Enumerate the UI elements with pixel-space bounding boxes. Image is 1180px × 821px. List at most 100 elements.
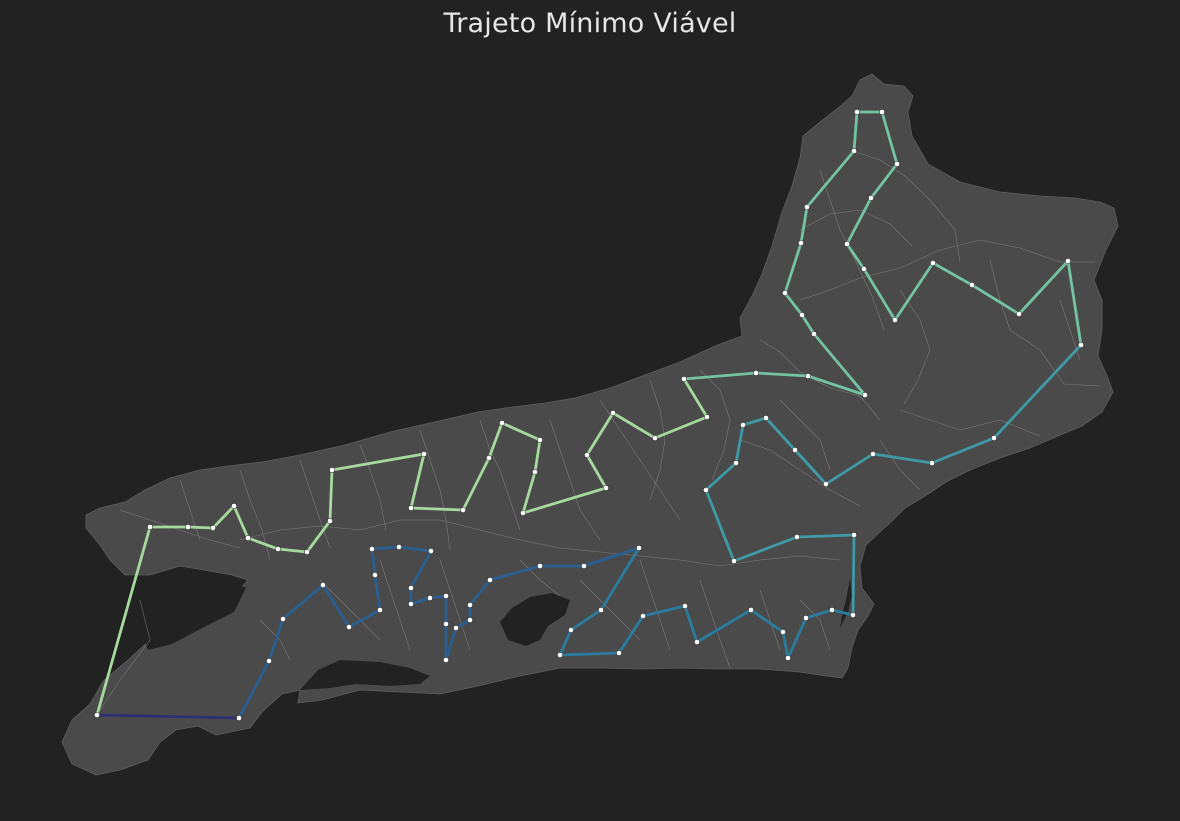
route-stop — [329, 467, 335, 473]
route-stop — [798, 240, 804, 246]
sepetiba-bay — [300, 660, 430, 690]
route-stop — [740, 422, 746, 428]
route-stop — [823, 481, 829, 487]
route-stop — [636, 545, 642, 551]
route-stop — [210, 525, 216, 531]
route-stop — [369, 546, 375, 552]
route-stop — [804, 204, 810, 210]
route-stop — [231, 503, 237, 509]
route-stop — [868, 195, 874, 201]
route-stop — [803, 615, 809, 621]
route-stop — [421, 451, 427, 457]
guanabara-bay — [500, 593, 570, 646]
route-stop — [537, 437, 543, 443]
route-stop — [733, 460, 739, 466]
route-stop — [320, 582, 326, 588]
route-stop — [785, 655, 791, 661]
route-stop — [396, 544, 402, 550]
route-stop — [1016, 311, 1022, 317]
route-stop — [929, 460, 935, 466]
route-segment-3 — [704, 343, 1083, 617]
route-stop — [879, 109, 885, 115]
route-stop — [275, 546, 281, 552]
route-stop — [844, 241, 850, 247]
route-stop — [805, 373, 811, 379]
route-stop — [467, 602, 473, 608]
route-stops — [94, 109, 1084, 721]
route-stop — [782, 290, 788, 296]
route-stop — [460, 507, 466, 513]
route-stop — [185, 524, 191, 530]
route-stop — [428, 548, 434, 554]
route-stop — [703, 487, 709, 493]
map-title: Trajeto Mínimo Viável — [443, 8, 737, 39]
route-stop — [372, 572, 378, 578]
route-stop — [443, 657, 449, 663]
route-stop — [443, 593, 449, 599]
route-stop — [147, 524, 153, 530]
route-stop — [598, 607, 604, 613]
route-stop — [453, 625, 459, 631]
route-stop — [327, 518, 333, 524]
route-stop — [753, 370, 759, 376]
route-stop — [487, 577, 493, 583]
route-stop — [427, 595, 433, 601]
route-stop — [520, 510, 526, 516]
route-stop — [408, 601, 414, 607]
route-stop — [581, 563, 587, 569]
route-stop — [499, 420, 505, 426]
route-stop — [892, 317, 898, 323]
route-stop — [236, 715, 242, 721]
route-stop — [245, 535, 251, 541]
route-stop — [748, 607, 754, 613]
route-stop — [794, 534, 800, 540]
route-stop — [780, 629, 786, 635]
route-stop — [467, 617, 473, 623]
route-stop — [652, 435, 658, 441]
route-stop — [851, 532, 857, 538]
route-segment-2 — [682, 110, 1083, 397]
route-stop — [763, 415, 769, 421]
route-segment-6 — [95, 713, 241, 720]
route-stop — [557, 652, 563, 658]
route-stop — [969, 282, 975, 288]
route-stop — [811, 331, 817, 337]
route-stop — [792, 447, 798, 453]
route-stop — [681, 376, 687, 382]
ilha-grande-bay — [140, 578, 246, 650]
route-stop — [991, 435, 997, 441]
route-stop — [930, 260, 936, 266]
route-stop — [799, 312, 805, 318]
route-stop — [616, 650, 622, 656]
route-stop — [731, 558, 737, 564]
state-landmass — [61, 73, 1119, 776]
route-stop — [346, 624, 352, 630]
route-stop — [408, 585, 414, 591]
route-stop — [266, 658, 272, 664]
route-stop — [640, 613, 646, 619]
route-stop — [408, 505, 414, 511]
route-stop — [851, 148, 857, 154]
coastal-lagoon — [840, 578, 852, 628]
route-stop — [870, 451, 876, 457]
route-stop — [94, 712, 100, 718]
route-stop — [568, 627, 574, 633]
route-stop — [861, 266, 867, 272]
route-stop — [377, 607, 383, 613]
route-stop — [532, 469, 538, 475]
route-stop — [486, 455, 492, 461]
route-stop — [862, 392, 868, 398]
route-stop — [304, 549, 310, 555]
route-stop — [1065, 258, 1071, 264]
route-stop — [610, 410, 616, 416]
route-stop — [280, 616, 286, 622]
route-stop — [584, 452, 590, 458]
route-stop — [603, 485, 609, 491]
route-stop — [704, 414, 710, 420]
route-stop — [443, 621, 449, 627]
route-stop — [829, 607, 835, 613]
route-stop — [850, 612, 856, 618]
state-outline — [61, 73, 1119, 776]
route-segment-4 — [558, 546, 855, 660]
